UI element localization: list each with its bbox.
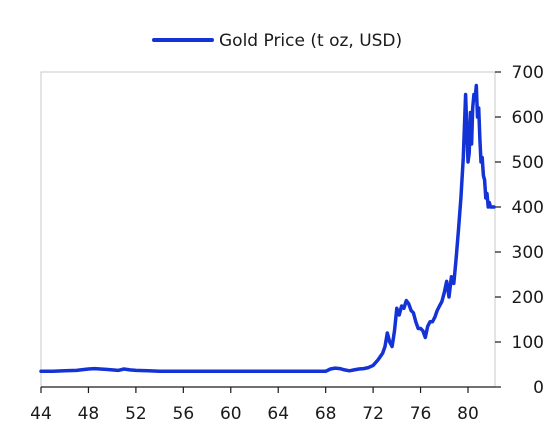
x-tick-label: 48 [78, 404, 100, 424]
y-tick-label: 500 [512, 153, 544, 173]
x-tick-label: 64 [267, 404, 289, 424]
gold-price-series-line [39, 83, 496, 374]
y-tick-label: 400 [512, 198, 544, 218]
y-axis: 0 100 200 300 400 500 600 700 [495, 63, 544, 398]
x-tick-label: 72 [362, 404, 384, 424]
y-tick-label: 0 [533, 378, 544, 398]
plot-area [40, 71, 496, 388]
x-axis: 44 48 52 56 60 64 68 72 76 80 [30, 386, 495, 424]
y-tick-label: 100 [512, 333, 544, 353]
y-tick-label: 600 [512, 108, 544, 128]
legend-label: Gold Price (t oz, USD) [219, 31, 402, 51]
y-tick-label: 200 [512, 288, 544, 308]
x-tick-label: 56 [173, 404, 195, 424]
y-tick-label: 700 [512, 63, 544, 83]
x-tick-label: 52 [125, 404, 147, 424]
x-tick-label: 60 [220, 404, 242, 424]
y-tick-label: 300 [512, 243, 544, 263]
x-tick-label: 44 [30, 404, 52, 424]
x-tick-label: 80 [457, 404, 479, 424]
legend: Gold Price (t oz, USD) [152, 31, 402, 51]
x-tick-label: 68 [315, 404, 337, 424]
x-tick-label: 76 [410, 404, 432, 424]
